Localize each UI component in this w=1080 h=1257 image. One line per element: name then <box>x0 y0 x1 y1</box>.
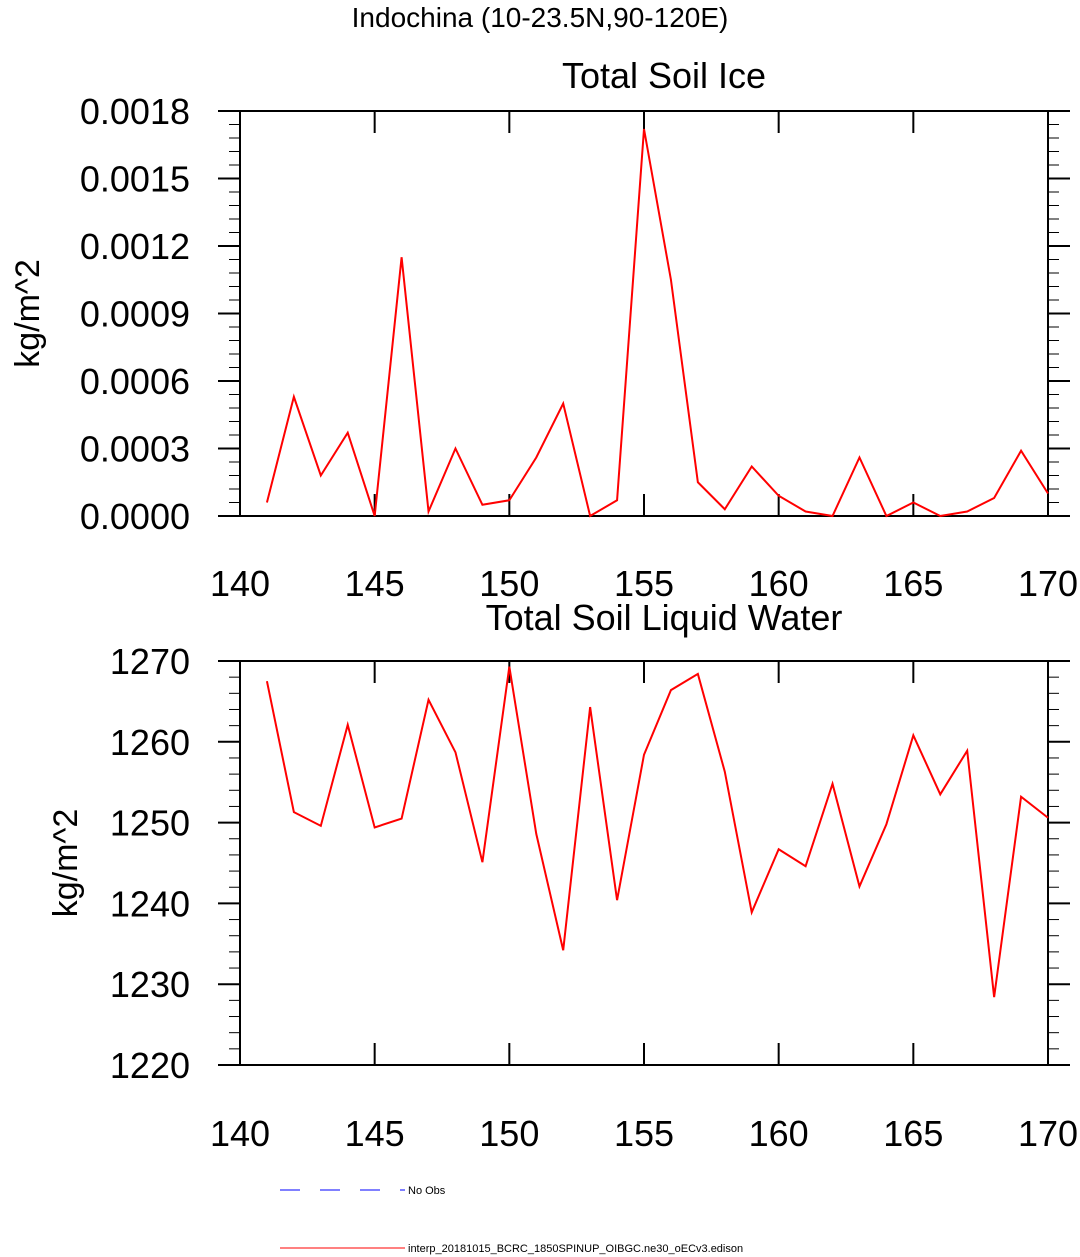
x-tick-label: 150 <box>479 1113 539 1154</box>
x-tick-label: 170 <box>1018 1113 1078 1154</box>
y-tick-label: 1220 <box>110 1045 190 1086</box>
y-tick-label: 0.0003 <box>80 429 190 470</box>
x-tick-label: 170 <box>1018 563 1078 604</box>
legend-label-model: interp_20181015_BCRC_1850SPINUP_OIBGC.ne… <box>408 1243 743 1255</box>
x-tick-label: 145 <box>345 563 405 604</box>
legend-label-no-obs: No Obs <box>408 1185 446 1197</box>
y-tick-label: 1240 <box>110 883 190 924</box>
x-tick-label: 165 <box>883 1113 943 1154</box>
chart-panel-soil-liquid-water: Total Soil Liquid Water 140 145 150 155 160 16… <box>47 597 1078 1154</box>
series-line <box>267 129 1048 516</box>
x-tick-label: 155 <box>614 1113 674 1154</box>
x-tick-label: 140 <box>210 1113 270 1154</box>
y-axis-label: kg/m^2 <box>9 259 47 368</box>
y-tick-label: 0.0012 <box>80 226 190 267</box>
panel-title: Total Soil Ice <box>562 55 766 96</box>
plot-frame <box>240 661 1048 1065</box>
figure-title: Indochina (10-23.5N,90-120E) <box>352 2 729 33</box>
y-tick-label: 1260 <box>110 722 190 763</box>
y-tick-label: 0.0000 <box>80 496 190 537</box>
x-tick-label: 165 <box>883 563 943 604</box>
y-tick-label: 0.0018 <box>80 91 190 132</box>
y-tick-label: 1270 <box>110 641 190 682</box>
panel-title: Total Soil Liquid Water <box>486 597 843 638</box>
y-tick-label: 0.0009 <box>80 294 190 335</box>
y-tick-label: 1230 <box>110 964 190 1005</box>
y-tick-label: 0.0015 <box>80 159 190 200</box>
x-tick-label: 145 <box>345 1113 405 1154</box>
plot-frame <box>240 111 1048 516</box>
x-tick-label: 140 <box>210 563 270 604</box>
series-line <box>267 667 1048 997</box>
legend: No Obs interp_20181015_BCRC_1850SPINUP_O… <box>280 1185 743 1255</box>
x-tick-label: 160 <box>749 1113 809 1154</box>
y-axis-label: kg/m^2 <box>47 809 85 918</box>
y-tick-label: 1250 <box>110 803 190 844</box>
y-tick-label: 0.0006 <box>80 361 190 402</box>
